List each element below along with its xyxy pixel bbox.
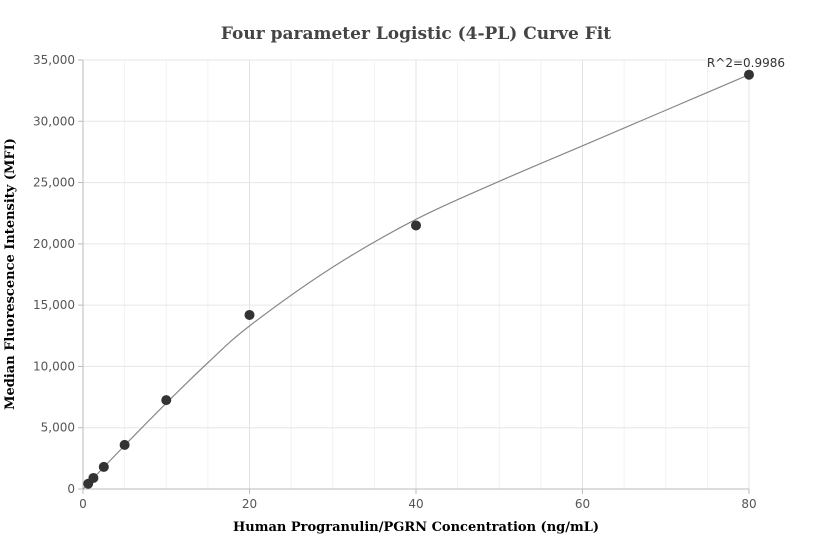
grid bbox=[83, 59, 750, 489]
y-tick-label: 15,000 bbox=[33, 298, 75, 312]
x-tick-label: 0 bbox=[79, 497, 87, 511]
data-point bbox=[244, 309, 255, 320]
data-points bbox=[83, 69, 754, 489]
y-tick-label: 10,000 bbox=[33, 359, 75, 373]
data-point bbox=[119, 439, 130, 450]
x-axis-title: Human Progranulin/PGRN Concentration (ng… bbox=[233, 520, 599, 535]
data-point bbox=[411, 220, 421, 231]
y-tick-label: 5,000 bbox=[41, 421, 75, 435]
x-tick-label: 20 bbox=[242, 497, 257, 511]
r-squared-annotation: R^2=0.9986 bbox=[707, 56, 785, 70]
data-point bbox=[744, 69, 754, 80]
y-tick-label: 0 bbox=[67, 482, 75, 496]
y-tick-label: 30,000 bbox=[33, 114, 75, 128]
y-tick-label: 20,000 bbox=[33, 237, 75, 251]
chart-title: Four parameter Logistic (4-PL) Curve Fit bbox=[221, 24, 611, 44]
x-tick-label: 40 bbox=[408, 497, 423, 511]
x-tick-label: 60 bbox=[575, 497, 590, 511]
data-point bbox=[88, 472, 99, 483]
y-axis-title: Median Fluorescence Intensity (MFI) bbox=[3, 138, 18, 410]
data-point bbox=[98, 461, 109, 472]
data-point bbox=[161, 395, 172, 406]
y-tick-label: 35,000 bbox=[33, 53, 75, 67]
x-tick-label: 80 bbox=[741, 497, 756, 511]
y-tick-label: 25,000 bbox=[33, 176, 75, 190]
tick-labels: 0 5,000 10,000 15,000 20,000 25,000 30,000 35,0… bbox=[33, 53, 757, 511]
